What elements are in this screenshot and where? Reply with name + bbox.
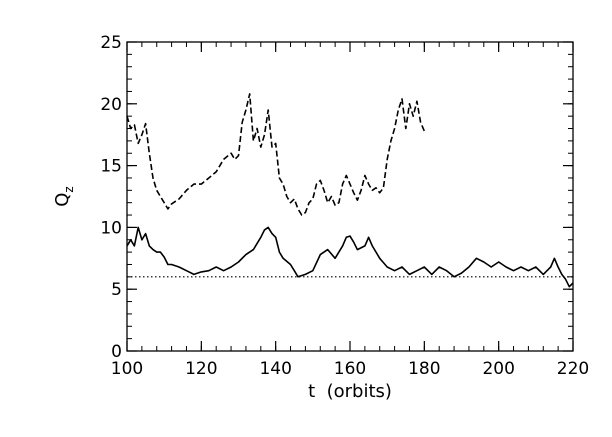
x-axis-title: t (orbits) bbox=[308, 381, 392, 402]
x-tick-label: 140 bbox=[259, 359, 291, 379]
y-tick-label: 20 bbox=[100, 95, 122, 115]
y-tick-label: 15 bbox=[100, 157, 122, 177]
y-axis-title-subscript: z bbox=[62, 186, 76, 192]
y-axis-title: Qz bbox=[52, 186, 76, 206]
plot-frame bbox=[126, 41, 574, 352]
x-tick-label: 120 bbox=[185, 359, 217, 379]
x-tick-label: 180 bbox=[408, 359, 440, 379]
y-tick-label: 0 bbox=[111, 342, 122, 362]
y-tick-labels: 0 5 10 15 20 25 bbox=[100, 33, 122, 362]
series-lines bbox=[126, 93, 574, 288]
y-tick-label: 10 bbox=[100, 218, 122, 238]
y-tick-label: 25 bbox=[100, 33, 122, 53]
series-line-solid bbox=[126, 226, 574, 288]
x-tick-labels: 100 120 140 160 180 200 220 bbox=[111, 359, 589, 379]
x-tick-label: 220 bbox=[557, 359, 589, 379]
x-tick-label: 160 bbox=[334, 359, 366, 379]
y-axis-title-main: Q bbox=[52, 193, 73, 207]
x-tick-label: 100 bbox=[111, 359, 143, 379]
series-line-dashed bbox=[126, 93, 426, 216]
x-tick-label: 200 bbox=[482, 359, 514, 379]
minor-ticks bbox=[126, 41, 574, 352]
major-ticks bbox=[126, 41, 574, 352]
y-tick-label: 5 bbox=[111, 280, 122, 300]
